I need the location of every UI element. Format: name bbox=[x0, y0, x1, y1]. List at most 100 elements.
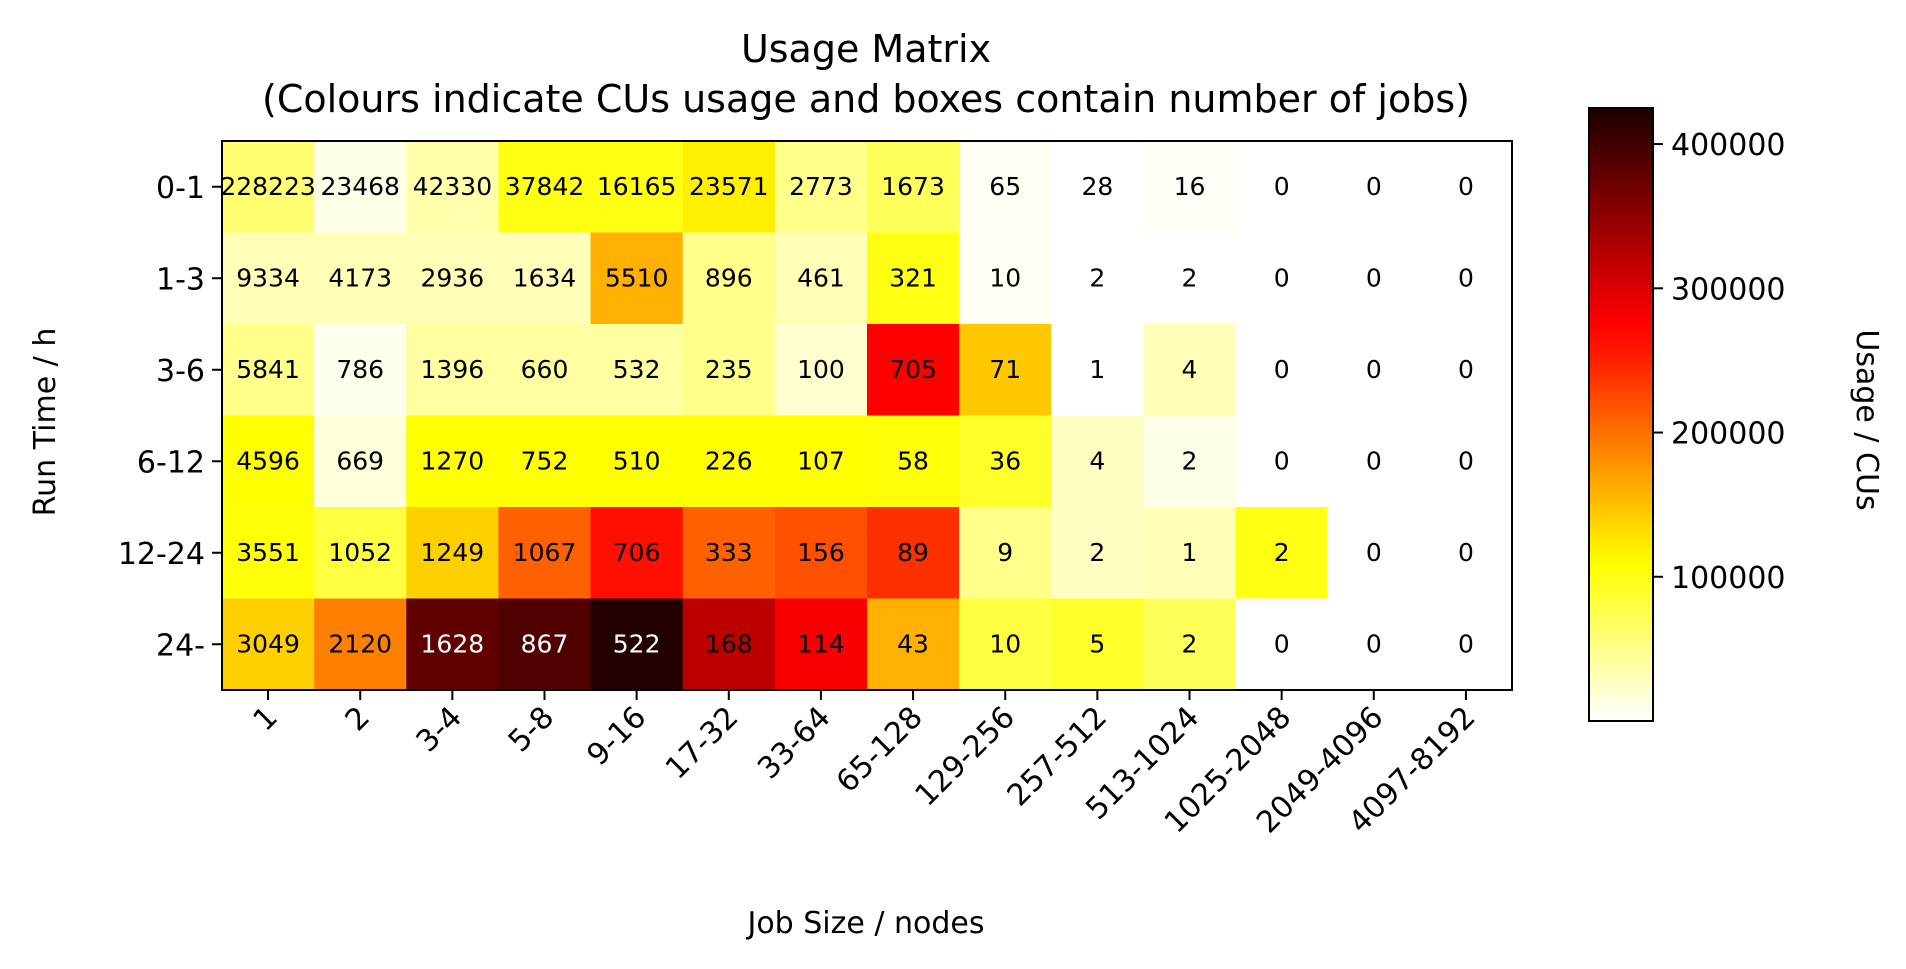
heatmap-cell bbox=[406, 324, 500, 417]
heatmap-cell bbox=[1051, 507, 1145, 600]
cell-job-count: 4596 bbox=[236, 446, 300, 475]
cell-job-count: 9334 bbox=[236, 263, 300, 292]
heatmap-cell bbox=[590, 598, 684, 691]
heatmap-cell bbox=[867, 232, 960, 325]
heatmap-cell bbox=[222, 415, 315, 508]
heatmap-cell bbox=[1051, 141, 1145, 234]
heatmap-cell bbox=[867, 415, 960, 508]
x-axis: 1 2 3-4 5-8 9-16 17-32 33-6465-128129-256257-5… bbox=[246, 690, 1483, 840]
cell-job-count: 42330 bbox=[413, 172, 493, 201]
heatmap-cell bbox=[1235, 232, 1329, 325]
cell-job-count: 2 bbox=[1089, 263, 1105, 292]
colorbar-label: Usage / CUs bbox=[1849, 329, 1884, 510]
cell-job-count: 0 bbox=[1458, 263, 1474, 292]
heatmap-cell bbox=[774, 507, 868, 600]
heatmap-cell bbox=[1143, 598, 1237, 691]
heatmap-cell bbox=[682, 598, 776, 691]
heatmap-cell bbox=[314, 324, 407, 417]
cell-job-count: 5510 bbox=[605, 263, 669, 292]
heatmap-cell bbox=[682, 415, 776, 508]
cell-job-count: 226 bbox=[705, 446, 753, 475]
cell-job-count: 65 bbox=[989, 172, 1021, 201]
heatmap-cell bbox=[1235, 507, 1329, 600]
x-tick-label: 2 bbox=[339, 700, 377, 738]
cell-job-count: 156 bbox=[797, 538, 845, 567]
colorbar-tick-label: 100000 bbox=[1671, 561, 1786, 596]
heatmap-cell bbox=[1327, 598, 1421, 691]
heatmap-cell bbox=[774, 232, 868, 325]
cell-job-count: 2 bbox=[1274, 538, 1290, 567]
heatmap-cell bbox=[1419, 232, 1513, 325]
cell-job-count: 1270 bbox=[421, 446, 485, 475]
heatmap-cell bbox=[682, 232, 776, 325]
plot-frame bbox=[221, 140, 1513, 691]
heatmap-cell bbox=[314, 507, 407, 600]
cell-job-count: 1249 bbox=[421, 538, 485, 567]
cell-job-count: 9 bbox=[997, 538, 1013, 567]
cell-job-count: 1396 bbox=[421, 355, 485, 384]
heatmap-cell bbox=[1327, 232, 1421, 325]
y-tick-label: 1-3 bbox=[156, 262, 205, 297]
colorbar-ticks: 100000 200000 300000 400000 bbox=[1653, 128, 1786, 596]
heatmap-cell bbox=[222, 324, 315, 417]
cell-job-count: 0 bbox=[1458, 629, 1474, 658]
cell-job-count: 333 bbox=[705, 538, 753, 567]
heatmap-cell bbox=[498, 232, 592, 325]
cell-job-count: 5 bbox=[1089, 629, 1105, 658]
cell-job-count: 660 bbox=[521, 355, 569, 384]
heatmap-cell bbox=[1051, 598, 1145, 691]
cell-job-count: 23468 bbox=[320, 172, 400, 201]
cell-job-count: 36 bbox=[989, 446, 1021, 475]
heatmap-cell bbox=[867, 324, 960, 417]
heatmap-cell bbox=[406, 507, 500, 600]
heatmap-cell bbox=[314, 141, 407, 234]
heatmap-cell bbox=[1327, 415, 1421, 508]
cell-job-count: 89 bbox=[897, 538, 929, 567]
y-axis: 0-1 1-3 3-6 6-12 12-24 24- bbox=[118, 171, 222, 663]
heatmap-cell bbox=[314, 232, 407, 325]
heatmap-cell bbox=[1143, 232, 1237, 325]
heatmap-cell bbox=[222, 232, 315, 325]
cell-job-count: 0 bbox=[1458, 355, 1474, 384]
cell-job-count: 0 bbox=[1366, 263, 1382, 292]
cell-job-count: 1052 bbox=[328, 538, 392, 567]
cell-job-count: 10 bbox=[989, 629, 1021, 658]
cell-job-count: 867 bbox=[521, 629, 569, 658]
cell-job-count: 0 bbox=[1274, 172, 1290, 201]
cell-job-count: 107 bbox=[797, 446, 845, 475]
heatmap-cell bbox=[1327, 507, 1421, 600]
heatmap-cell bbox=[1235, 598, 1329, 691]
heatmap-cell bbox=[682, 507, 776, 600]
x-tick-label: 17-32 bbox=[659, 700, 745, 786]
cell-job-count: 0 bbox=[1458, 172, 1474, 201]
heatmap-cell bbox=[1143, 415, 1237, 508]
heatmap-cell bbox=[774, 141, 868, 234]
cell-job-count: 0 bbox=[1366, 446, 1382, 475]
cell-job-count: 23571 bbox=[689, 172, 769, 201]
x-tick-label: 129-256 bbox=[908, 700, 1021, 813]
cell-job-count: 168 bbox=[705, 629, 753, 658]
cell-job-count: 1673 bbox=[881, 172, 945, 201]
cell-job-count: 461 bbox=[797, 263, 845, 292]
y-tick-label: 24- bbox=[156, 628, 205, 663]
colorbar-tick-label: 300000 bbox=[1671, 272, 1786, 307]
cell-job-count: 4173 bbox=[328, 263, 392, 292]
heatmap-cell bbox=[314, 598, 407, 691]
heatmap-cell bbox=[1051, 415, 1145, 508]
cell-job-count: 43 bbox=[897, 629, 929, 658]
heatmap-cell bbox=[1327, 324, 1421, 417]
heatmap-cell bbox=[1143, 324, 1237, 417]
cell-job-count: 4 bbox=[1182, 355, 1198, 384]
heatmap-cell bbox=[590, 324, 684, 417]
cell-job-count: 0 bbox=[1458, 446, 1474, 475]
heatmap-cell bbox=[498, 141, 592, 234]
cell-job-count: 0 bbox=[1274, 629, 1290, 658]
cell-job-count: 1628 bbox=[421, 629, 485, 658]
cell-job-count: 532 bbox=[613, 355, 661, 384]
y-tick-label: 3-6 bbox=[156, 354, 205, 389]
x-tick-label: 33-64 bbox=[751, 700, 837, 786]
heatmap-cell bbox=[590, 232, 684, 325]
cell-job-count: 2120 bbox=[328, 629, 392, 658]
heatmap-cell bbox=[222, 598, 315, 691]
heatmap-cell bbox=[1235, 324, 1329, 417]
